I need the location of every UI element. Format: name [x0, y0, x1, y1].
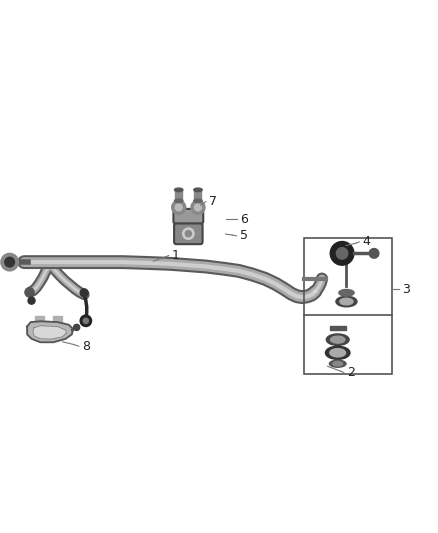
Circle shape: [80, 289, 88, 297]
Circle shape: [172, 200, 186, 214]
Ellipse shape: [330, 349, 346, 357]
Circle shape: [336, 248, 348, 259]
Circle shape: [1, 253, 18, 271]
Bar: [35, 316, 44, 322]
Bar: [53, 316, 62, 322]
Ellipse shape: [326, 334, 349, 345]
Text: 2: 2: [347, 366, 355, 379]
Polygon shape: [27, 321, 73, 342]
Text: 5: 5: [240, 229, 248, 243]
Bar: [330, 326, 346, 330]
Ellipse shape: [330, 336, 345, 343]
FancyBboxPatch shape: [174, 223, 202, 244]
Text: 7: 7: [209, 195, 217, 208]
Circle shape: [183, 228, 194, 239]
Text: 6: 6: [240, 213, 248, 225]
Text: 4: 4: [363, 236, 371, 248]
Circle shape: [185, 231, 191, 237]
Text: 3: 3: [402, 283, 410, 296]
Bar: [175, 190, 182, 201]
Circle shape: [369, 248, 379, 258]
Ellipse shape: [340, 298, 353, 305]
Ellipse shape: [174, 199, 183, 203]
Text: 8: 8: [82, 340, 90, 353]
Bar: [304, 238, 392, 374]
Circle shape: [194, 204, 201, 211]
Bar: [194, 190, 201, 201]
Circle shape: [28, 297, 35, 304]
Circle shape: [5, 257, 14, 267]
Circle shape: [330, 241, 354, 265]
Ellipse shape: [194, 199, 202, 203]
Circle shape: [175, 204, 182, 211]
Ellipse shape: [333, 361, 343, 366]
Text: 1: 1: [172, 249, 180, 262]
Ellipse shape: [336, 296, 357, 307]
Circle shape: [191, 200, 205, 214]
Circle shape: [74, 324, 80, 330]
Polygon shape: [33, 326, 67, 339]
FancyBboxPatch shape: [173, 209, 203, 223]
Ellipse shape: [339, 289, 354, 296]
Ellipse shape: [194, 188, 202, 191]
Ellipse shape: [329, 360, 346, 367]
Circle shape: [80, 315, 92, 327]
Circle shape: [25, 288, 34, 297]
Ellipse shape: [325, 346, 350, 359]
Ellipse shape: [174, 188, 183, 191]
Circle shape: [83, 318, 88, 324]
